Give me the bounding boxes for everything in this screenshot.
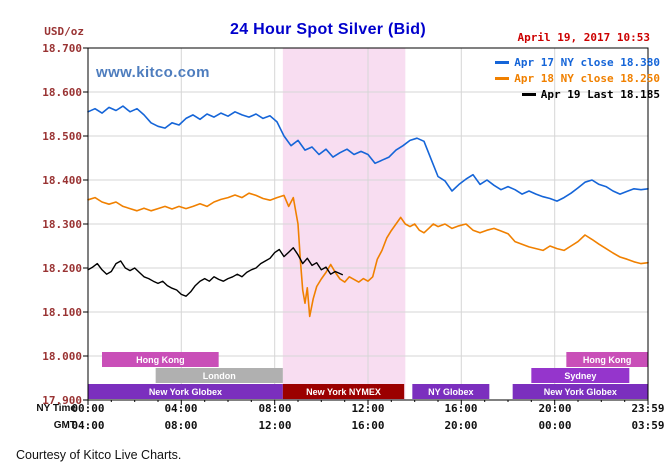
x-tick-ny: 00:00 [71,402,105,415]
x-tick-ny: 04:00 [164,402,198,415]
session-band [88,384,283,399]
y-tick-label: 18.600 [42,86,82,99]
session-band-label: London [203,371,236,381]
legend-swatch [495,76,510,80]
legend-swatch [495,60,510,64]
session-band [566,352,648,367]
session-band-label: Sydney [564,371,596,381]
legend-item: Apr 19 Last 18.185 [495,86,660,102]
session-band [102,352,219,367]
market-session-bands: Hong Kong Hong Kong London Sydney New York G… [88,352,648,399]
session-band-label: NY Globex [428,387,473,397]
spot-silver-chart: Hong Kong Hong Kong London Sydney New York G… [83,47,649,405]
x-tick-ny: 12:00 [351,402,385,415]
plot-frame [87,47,649,401]
legend: Apr 17 NY close 18.380 Apr 18 NY close 1… [495,54,660,102]
x-tick-gmt: 00:00 [538,419,572,432]
legend-swatch [521,92,536,96]
ny-time-row-label: NY Time [36,403,76,414]
chart-datetime: April 19, 2017 10:53 [517,31,650,44]
y-tick-label: 18.200 [42,262,82,275]
y-tick-label: 18.500 [42,130,82,143]
x-tick-ny: 23:59 [631,402,664,415]
series-line-apr17 [87,105,649,202]
x-tick-ny: 20:00 [538,402,572,415]
legend-item: Apr 17 NY close 18.380 [495,54,660,70]
legend-label-apr17: Apr 17 NY close 18.380 [514,55,660,69]
x-tick-gmt: 03:59 [631,419,664,432]
session-band-label: New York NYMEX [306,387,381,397]
y-tick-label: 18.000 [42,350,82,363]
x-tick-gmt: 04:00 [71,419,105,432]
session-band-label: New York Globex [149,387,222,397]
price-series [87,105,649,318]
session-band-label: Hong Kong [583,355,632,365]
series-line-apr18 [87,192,649,318]
y-tick-label: 18.400 [42,174,82,187]
session-band-label: New York Globex [544,387,617,397]
x-tick-gmt: 12:00 [258,419,292,432]
axis-ticks [83,47,649,405]
y-axis-units-label: USD/oz [44,25,84,38]
x-tick-gmt: 08:00 [164,419,198,432]
series-line-apr19 [87,247,343,297]
kitco-watermark: www.kitco.com [96,64,210,81]
legend-label-apr19: Apr 19 Last 18.185 [540,87,660,101]
session-band [412,384,490,399]
session-band [155,368,283,383]
x-tick-gmt: 16:00 [351,419,385,432]
x-tick-ny: 08:00 [258,402,292,415]
y-tick-label: 18.700 [42,42,82,55]
x-tick-gmt: 20:00 [444,419,478,432]
y-tick-label: 17.900 [42,394,82,407]
session-band [512,384,648,399]
y-tick-label: 18.100 [42,306,82,319]
legend-item: Apr 18 NY close 18.250 [495,70,660,86]
x-tick-ny: 16:00 [444,402,478,415]
chart-title: 24 Hour Spot Silver (Bid) [230,21,426,38]
gmt-row-label: GMT [53,420,76,431]
session-band [531,368,630,383]
session-band [282,384,405,399]
gridlines [88,48,648,400]
legend-label-apr18: Apr 18 NY close 18.250 [514,71,660,85]
y-tick-label: 18.300 [42,218,82,231]
session-band-label: Hong Kong [136,355,185,365]
courtesy-caption: Courtesy of Kitco Live Charts. [16,448,182,462]
